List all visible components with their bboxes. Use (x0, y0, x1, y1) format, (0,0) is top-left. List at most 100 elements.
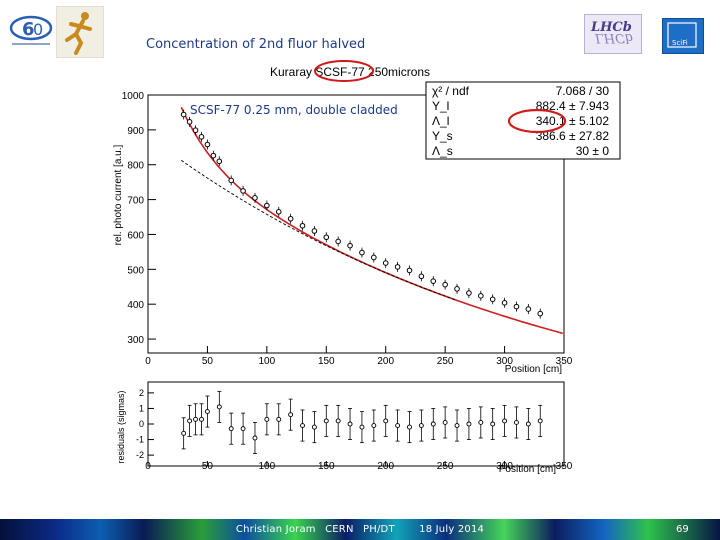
y-tick-label: 900 (127, 126, 144, 137)
stat-value: 386.6 ± 27.82 (536, 129, 610, 143)
residual-point (442, 419, 448, 425)
data-point (513, 303, 520, 310)
residual-ticks: 0 50 100 150 200 250 300 350 -2 -1 0 1 2 (136, 388, 573, 472)
data-point (252, 195, 258, 201)
residual-point (252, 435, 258, 441)
data-point (192, 127, 199, 134)
x-tick-label: 100 (259, 356, 276, 367)
data-point (478, 293, 484, 299)
data-point (406, 267, 413, 274)
x-tick-label: 0 (145, 356, 151, 367)
data-point (323, 234, 330, 241)
data-point (275, 208, 282, 215)
title-highlight-ring (314, 60, 374, 82)
stat-label: Y_s (432, 129, 453, 143)
footer-dept: PH/DT (363, 524, 395, 535)
data-point (228, 177, 234, 184)
fiber-annotation: SCSF-77 0.25 mm, double cladded (190, 103, 398, 117)
y-axis-label: rel. photo current [a.u.] (113, 144, 124, 245)
footer-bar (0, 519, 720, 540)
data-point (186, 119, 193, 125)
svg-text:6: 6 (22, 19, 35, 40)
residual-point (276, 416, 282, 422)
data-points (180, 109, 544, 319)
slide-title: Concentration of 2nd fluor halved (146, 37, 366, 52)
data-point (466, 290, 472, 296)
residual-x-tick-label: 250 (437, 461, 454, 472)
data-point (537, 310, 544, 317)
residual-point (240, 426, 246, 432)
residual-y-tick-label: 0 (139, 419, 144, 429)
y-tick-label: 800 (127, 161, 144, 172)
data-point (347, 242, 353, 249)
residual-point (288, 412, 294, 418)
residual-points (181, 390, 543, 454)
stats-box: χ² / ndf 7.068 / 30 Y_l 882.4 ± 7.943 Λ_… (425, 81, 621, 160)
data-point (204, 141, 211, 148)
data-point (430, 278, 437, 284)
residual-point (216, 404, 222, 410)
residual-point (525, 421, 531, 427)
residual-y-tick-label: 2 (139, 388, 144, 398)
data-point (418, 273, 425, 280)
main-plot-frame (147, 94, 565, 354)
residual-point (490, 421, 496, 427)
svg-text:LHCb: LHCb (590, 20, 632, 35)
footer-org: CERN (325, 524, 354, 535)
residual-point (478, 419, 484, 425)
page-number: 69 (676, 524, 689, 535)
data-point (501, 299, 508, 306)
data-point (180, 111, 187, 118)
footer-author: Christian Joram (235, 524, 316, 535)
stat-label: χ² / ndf (432, 84, 470, 98)
stat-label: Λ_l (432, 114, 449, 128)
residual-point (335, 418, 341, 424)
residual-point (418, 423, 424, 429)
data-point (489, 296, 496, 303)
residual-x-tick-label: 350 (556, 461, 573, 472)
data-point (240, 188, 246, 194)
residual-point (454, 423, 460, 429)
residual-y-tick-label: -2 (136, 450, 144, 460)
residual-point (300, 423, 305, 429)
data-point (287, 215, 294, 222)
residual-point (407, 424, 412, 430)
residual-point (228, 426, 234, 432)
data-point (299, 222, 306, 229)
residual-point (264, 416, 270, 422)
y-tick-label: 600 (127, 230, 144, 241)
stat-value: 30 ± 0 (576, 144, 610, 158)
residual-point (311, 424, 317, 430)
residual-point (204, 409, 210, 415)
fit-curve-long-component (181, 159, 456, 301)
scifi-logo: SciFi (662, 18, 704, 54)
residual-x-tick-label: 150 (318, 461, 335, 472)
stat-label: Y_l (432, 99, 449, 113)
residual-point (199, 416, 204, 422)
runner-logo (56, 6, 104, 58)
data-point (264, 202, 270, 209)
residual-point (371, 423, 377, 429)
x-tick-label: 200 (377, 356, 394, 367)
data-point (216, 158, 223, 165)
data-point (210, 152, 217, 159)
data-point (454, 286, 460, 292)
data-point (382, 260, 389, 266)
residual-point (383, 418, 389, 424)
y-tick-label: 400 (127, 300, 144, 311)
residual-plot-frame (147, 381, 565, 467)
x-tick-label: 350 (556, 356, 573, 367)
residual-point (514, 419, 519, 425)
data-point (198, 134, 205, 140)
residual-x-tick-label: 0 (145, 461, 151, 472)
stat-value: 340.1 ± 5.102 (536, 114, 610, 128)
data-point (525, 306, 532, 312)
y-tick-label: 300 (127, 335, 144, 346)
data-point (394, 264, 401, 270)
y-tick-label: 500 (127, 265, 144, 276)
stat-label: Λ_s (432, 144, 453, 158)
residual-x-tick-label: 200 (377, 461, 394, 472)
residual-point (466, 421, 472, 427)
x-tick-label: 150 (318, 356, 335, 367)
